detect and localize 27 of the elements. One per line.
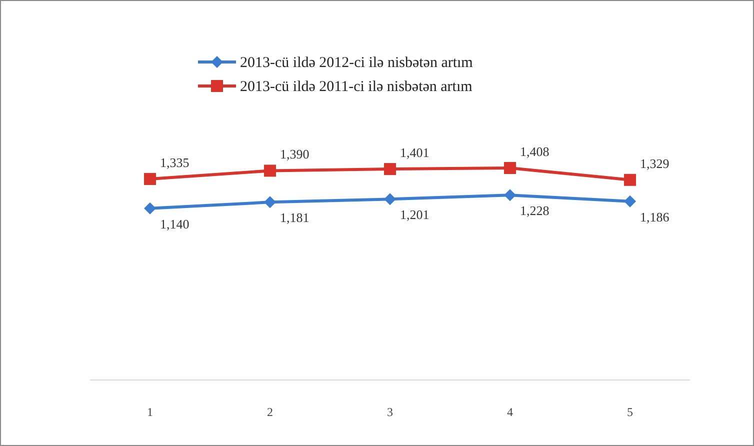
x-tick-label: 3: [387, 405, 393, 419]
point: [384, 163, 396, 176]
data-label: 1,201: [400, 207, 430, 222]
x-tick-label: 2: [267, 405, 273, 419]
data-label: 1,140: [160, 216, 190, 232]
data-label: 1,408: [520, 144, 550, 159]
data-label: 1,228: [520, 203, 550, 218]
data-label: 1,186: [640, 209, 670, 224]
data-label: 1,329: [640, 156, 670, 171]
point: [624, 174, 636, 186]
data-label: 1,401: [400, 145, 430, 160]
point: [624, 195, 636, 208]
data-label: 1,181: [280, 210, 310, 226]
point: [384, 193, 396, 206]
data-label: 1,390: [280, 146, 310, 162]
x-tick-label: 4: [507, 405, 513, 419]
data-label: 1,335: [160, 154, 190, 170]
point: [264, 164, 276, 177]
x-tick-label: 1: [147, 405, 153, 419]
point: [264, 196, 276, 208]
legend-label: 2013-cü ildə 2012-ci ilə nisbətən artım: [240, 55, 474, 71]
legend-label: 2013-cü ildə 2011-ci ilə nisbətən artım: [240, 79, 473, 95]
point: [504, 162, 516, 174]
point: [504, 189, 516, 202]
point: [144, 172, 156, 185]
x-tick-label: 5: [627, 405, 633, 419]
point: [144, 202, 156, 214]
